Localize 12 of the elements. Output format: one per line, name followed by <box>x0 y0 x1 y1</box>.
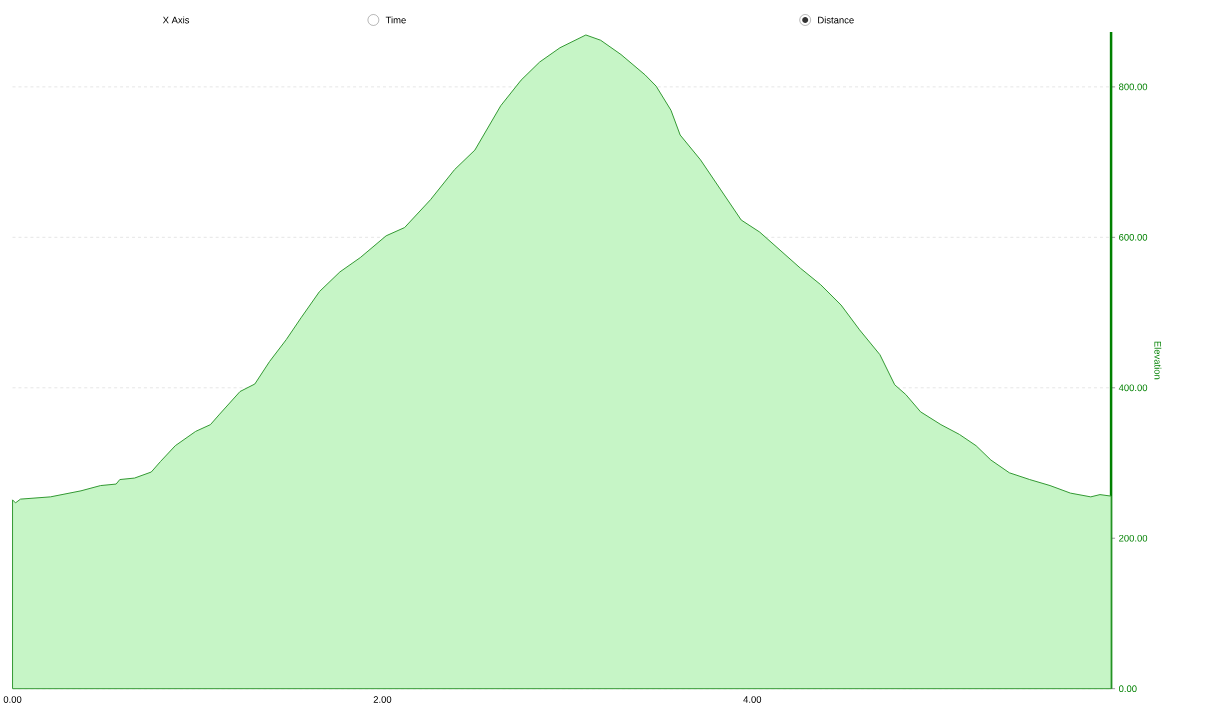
x-tick-label: 0.00 <box>3 696 22 704</box>
text: Time <box>385 16 406 24</box>
y-tick-label: 200.00 <box>1119 535 1148 542</box>
y-tick-label: 800.00 <box>1119 83 1148 91</box>
y-axis-title: Elevation <box>1154 341 1162 380</box>
text: X Axis <box>162 16 190 24</box>
x-tick-label: 2.00 <box>373 696 392 704</box>
y-tick-label: 0.00 <box>1118 685 1137 693</box>
text: Distance <box>818 16 854 24</box>
y-tick-label: 600.00 <box>1119 234 1148 241</box>
x-tick-label: 4.00 <box>743 696 762 704</box>
y-tick-label: 400.00 <box>1118 384 1148 392</box>
